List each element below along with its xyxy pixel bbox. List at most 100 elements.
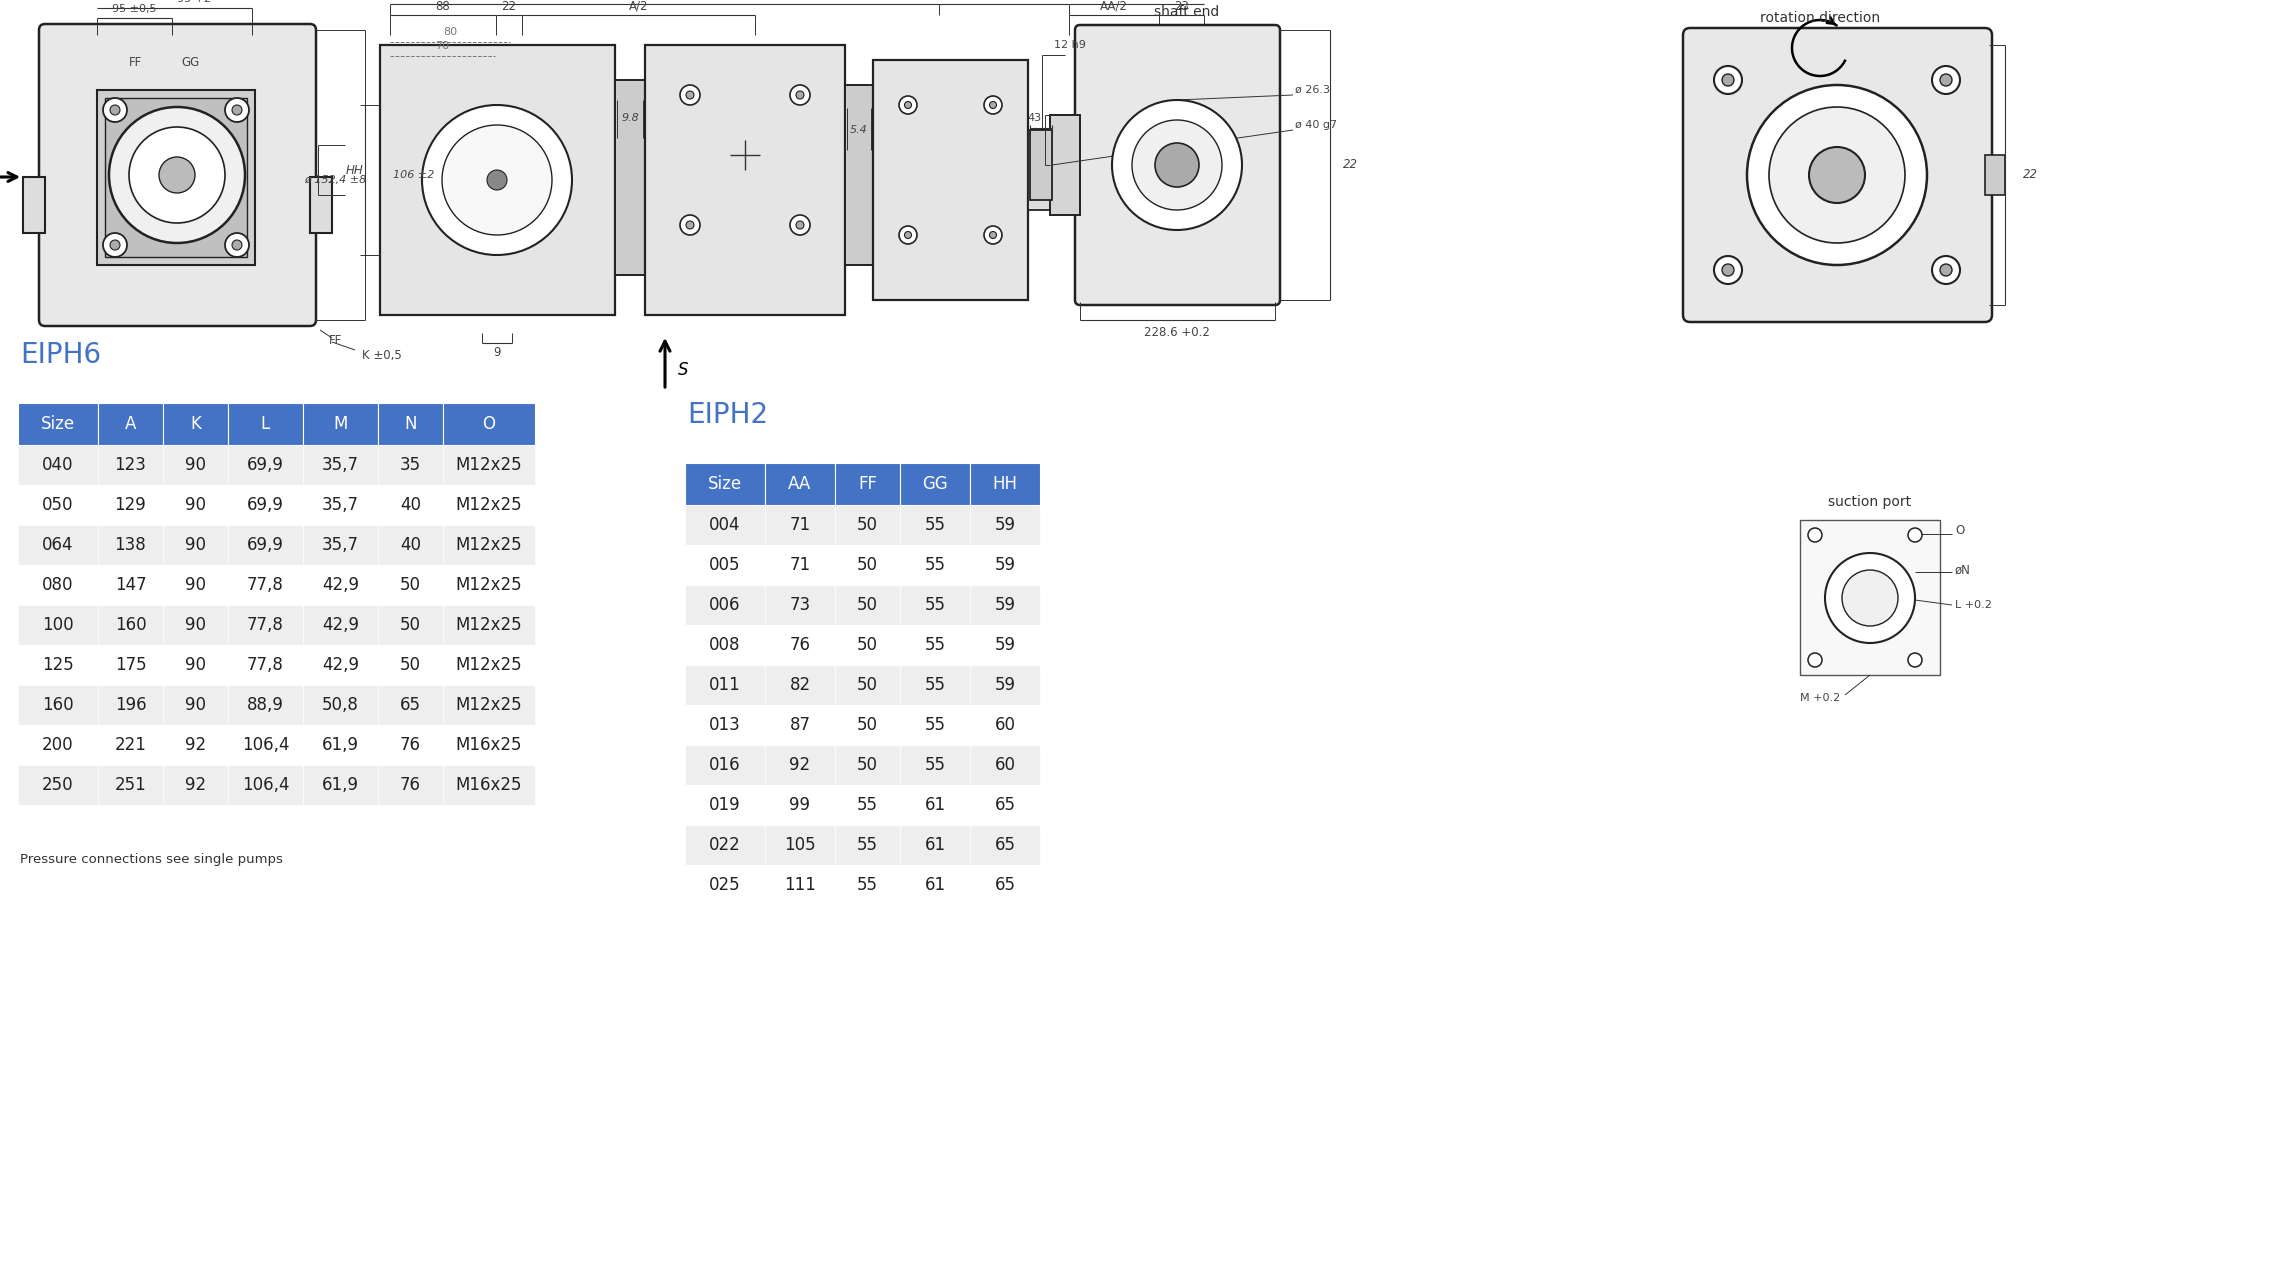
Bar: [766, 625, 836, 664]
Circle shape: [159, 157, 195, 193]
Bar: [164, 525, 227, 566]
Text: 69,9: 69,9: [248, 536, 284, 554]
Text: 90: 90: [184, 616, 207, 634]
Text: 90: 90: [184, 656, 207, 675]
Text: 175: 175: [114, 656, 145, 675]
Bar: [836, 785, 900, 825]
Text: 61,9: 61,9: [323, 776, 359, 794]
Circle shape: [1722, 264, 1734, 276]
Bar: [302, 765, 377, 805]
Text: 004: 004: [709, 516, 741, 534]
Bar: [18, 445, 98, 484]
Text: M +0.2: M +0.2: [1799, 694, 1840, 702]
Text: EIPH6: EIPH6: [20, 341, 102, 369]
Text: 88,9: 88,9: [248, 696, 284, 714]
Circle shape: [984, 96, 1002, 114]
Bar: [443, 685, 534, 725]
Bar: [836, 865, 900, 905]
Text: 90: 90: [184, 576, 207, 593]
Text: Size: Size: [41, 415, 75, 432]
Circle shape: [679, 216, 700, 235]
Text: M12x25: M12x25: [457, 496, 523, 514]
Circle shape: [232, 105, 243, 115]
Circle shape: [1713, 66, 1743, 94]
Text: 080: 080: [43, 576, 73, 593]
Bar: [98, 685, 164, 725]
Bar: [302, 685, 377, 725]
Bar: [1050, 115, 1079, 216]
Text: 90: 90: [184, 496, 207, 514]
Bar: [900, 463, 970, 505]
Bar: [302, 525, 377, 566]
FancyBboxPatch shape: [1684, 28, 1993, 322]
Text: 50: 50: [857, 756, 877, 773]
Circle shape: [679, 85, 700, 105]
Bar: [845, 85, 872, 265]
Circle shape: [904, 101, 911, 109]
Circle shape: [1111, 100, 1243, 230]
Text: 019: 019: [709, 796, 741, 814]
Text: 050: 050: [43, 496, 73, 514]
Text: M16x25: M16x25: [457, 735, 523, 754]
Text: K: K: [191, 415, 200, 432]
Circle shape: [1809, 653, 1822, 667]
Text: M12x25: M12x25: [457, 456, 523, 474]
Text: 76: 76: [400, 776, 420, 794]
Text: 55: 55: [925, 637, 945, 654]
Bar: [164, 403, 227, 445]
Text: 008: 008: [709, 637, 741, 654]
Circle shape: [900, 226, 918, 243]
Text: 23: 23: [1175, 0, 1188, 13]
Text: 138: 138: [114, 536, 145, 554]
Bar: [766, 865, 836, 905]
Text: 90: 90: [184, 536, 207, 554]
Text: 064: 064: [43, 536, 73, 554]
Text: A: A: [661, 0, 668, 1]
Bar: [443, 525, 534, 566]
Bar: [684, 505, 766, 545]
Bar: [1986, 155, 2004, 195]
Text: 35: 35: [400, 456, 420, 474]
Bar: [970, 664, 1041, 705]
Text: 106,4: 106,4: [241, 776, 289, 794]
Bar: [18, 605, 98, 645]
Text: 005: 005: [709, 555, 741, 574]
Bar: [309, 178, 332, 233]
Bar: [377, 765, 443, 805]
Circle shape: [991, 232, 997, 238]
Text: 43: 43: [1027, 113, 1043, 123]
Circle shape: [109, 107, 245, 243]
Circle shape: [109, 105, 120, 115]
Bar: [377, 403, 443, 445]
Text: 59: 59: [995, 516, 1016, 534]
Bar: [18, 685, 98, 725]
Text: 250: 250: [43, 776, 73, 794]
Bar: [105, 98, 248, 257]
Circle shape: [791, 216, 811, 235]
Bar: [377, 685, 443, 725]
Text: 80: 80: [443, 27, 457, 37]
Bar: [970, 625, 1041, 664]
Bar: [227, 685, 302, 725]
Text: ø 152,4 ±8: ø 152,4 ±8: [304, 175, 366, 185]
Circle shape: [1131, 120, 1222, 210]
Text: 040: 040: [43, 456, 73, 474]
Text: 60: 60: [995, 716, 1016, 734]
Text: 228.6 +0.2: 228.6 +0.2: [1145, 326, 1211, 339]
Text: 22: 22: [502, 0, 516, 13]
Text: 55: 55: [925, 716, 945, 734]
Bar: [164, 605, 227, 645]
Bar: [98, 90, 254, 265]
Text: 92: 92: [788, 756, 811, 773]
Text: 55: 55: [925, 555, 945, 574]
Bar: [443, 445, 534, 484]
Bar: [23, 178, 45, 233]
Bar: [443, 605, 534, 645]
Circle shape: [686, 221, 693, 230]
Text: 221: 221: [114, 735, 145, 754]
Bar: [900, 505, 970, 545]
Bar: [970, 825, 1041, 865]
FancyBboxPatch shape: [39, 24, 316, 326]
Text: HH: HH: [993, 476, 1018, 493]
Text: 160: 160: [114, 616, 145, 634]
